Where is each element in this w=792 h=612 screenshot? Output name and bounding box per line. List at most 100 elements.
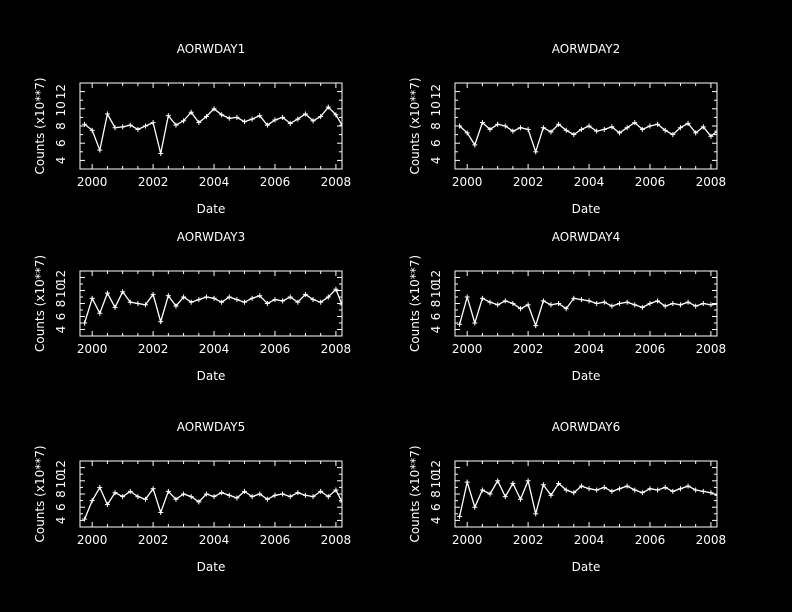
data-point — [295, 490, 301, 496]
y-tick-label: 4 — [429, 157, 443, 165]
y-tick-label: 12 — [429, 270, 443, 285]
data-point — [112, 125, 118, 131]
data-point — [219, 490, 225, 496]
data-point — [685, 120, 691, 126]
data-point — [280, 114, 286, 120]
data-point — [677, 486, 683, 492]
x-tick-label: 2006 — [260, 342, 291, 356]
data-point — [242, 299, 248, 305]
data-point — [97, 310, 103, 316]
data-point — [495, 121, 501, 127]
data-point — [150, 120, 156, 126]
x-tick-label: 2002 — [513, 342, 544, 356]
data-point — [518, 125, 523, 131]
data-point — [578, 297, 584, 303]
data-point — [700, 301, 706, 306]
y-tick-label: 10 — [54, 283, 68, 298]
data-point — [479, 295, 485, 301]
x-tick-label: 2004 — [574, 175, 605, 189]
data-point — [219, 112, 225, 118]
x-tick-label: 2000 — [452, 175, 483, 189]
data-point — [120, 124, 126, 130]
data-point — [143, 496, 148, 502]
data-point — [472, 320, 478, 326]
data-point — [150, 486, 156, 492]
data-point — [502, 298, 508, 304]
data-point — [548, 129, 554, 135]
data-point — [586, 486, 592, 492]
data-point — [495, 478, 501, 484]
y-tick-label: 6 — [429, 503, 443, 511]
y-tick-label: 6 — [54, 139, 68, 147]
data-point — [487, 126, 493, 132]
data-point — [457, 123, 463, 129]
data-point — [662, 127, 668, 133]
data-point — [127, 122, 133, 128]
data-point — [609, 124, 615, 130]
data-point — [173, 303, 179, 309]
data-point — [333, 286, 339, 292]
data-point — [556, 121, 562, 127]
data-point — [287, 120, 293, 126]
y-tick-label: 8 — [429, 122, 443, 130]
y-axis-label: Counts (x10**7) — [408, 255, 422, 352]
data-point — [339, 122, 342, 128]
y-tick-label: 4 — [429, 517, 443, 525]
data-point — [264, 496, 270, 502]
data-point — [97, 147, 103, 153]
data-point — [135, 301, 141, 306]
data-point — [578, 126, 584, 132]
data-point — [714, 301, 717, 307]
y-tick-label: 12 — [54, 460, 68, 475]
data-point — [487, 299, 493, 305]
data-point — [203, 491, 209, 497]
y-tick-label: 4 — [54, 326, 68, 334]
data-point — [457, 513, 463, 519]
data-point — [457, 321, 463, 327]
y-tick-label: 4 — [54, 157, 68, 165]
y-tick-label: 12 — [54, 270, 68, 285]
data-point — [655, 298, 661, 304]
data-point — [617, 130, 623, 136]
chart-title: AORWDAY1 — [177, 42, 245, 56]
data-point — [143, 302, 148, 308]
data-point — [302, 492, 308, 498]
x-tick-label: 2008 — [321, 533, 352, 547]
data-point — [655, 487, 661, 493]
data-point — [257, 293, 263, 299]
x-tick-label: 2008 — [696, 175, 727, 189]
data-point — [196, 499, 202, 505]
data-point — [302, 111, 308, 117]
data-point — [670, 488, 676, 494]
y-tick-label: 8 — [429, 300, 443, 308]
data-point — [540, 482, 546, 488]
data-point — [143, 123, 148, 129]
x-tick-label: 2000 — [452, 342, 483, 356]
data-point — [700, 124, 706, 130]
data-point — [234, 114, 240, 120]
data-point — [234, 297, 240, 303]
y-tick-label: 6 — [429, 139, 443, 147]
y-tick-label: 12 — [54, 84, 68, 99]
x-tick-label: 2008 — [321, 175, 352, 189]
data-point — [708, 133, 714, 139]
y-axis-label: Counts (x10**7) — [33, 77, 47, 174]
y-tick-label: 10 — [54, 473, 68, 488]
data-point — [127, 299, 133, 305]
data-point — [556, 301, 562, 306]
data-point — [670, 132, 676, 138]
data-point — [226, 115, 232, 121]
data-point — [318, 488, 324, 494]
data-point — [563, 487, 569, 493]
data-point — [196, 120, 202, 126]
data-point — [333, 112, 339, 118]
data-point — [295, 299, 301, 305]
data-point — [173, 122, 179, 128]
data-point — [594, 301, 600, 306]
data-point — [165, 113, 171, 119]
y-axis-label: Counts (x10**7) — [408, 445, 422, 542]
chart-title: AORWDAY4 — [552, 230, 620, 244]
data-point — [165, 293, 171, 299]
